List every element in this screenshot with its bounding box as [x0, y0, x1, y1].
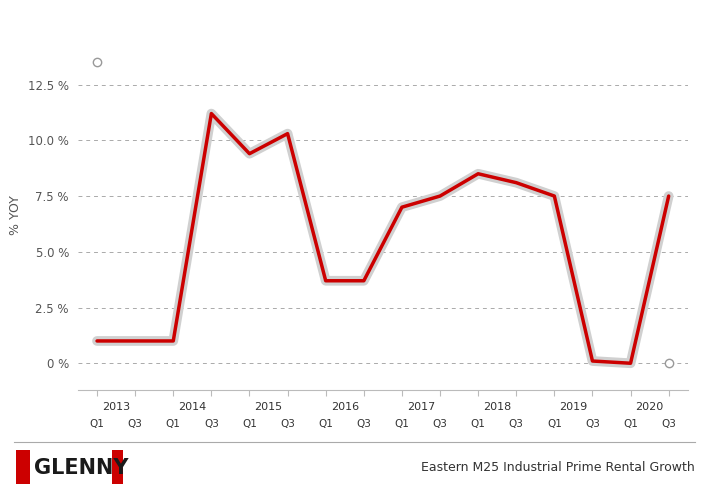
Text: 2015: 2015	[255, 402, 283, 412]
Text: Eastern M25 Industrial Prime Rental Growth: Eastern M25 Industrial Prime Rental Grow…	[421, 461, 695, 474]
Text: Q1: Q1	[547, 419, 562, 429]
Text: 2017: 2017	[407, 402, 435, 412]
Text: 2014: 2014	[178, 402, 206, 412]
Text: Q1: Q1	[623, 419, 638, 429]
Text: GLENNY: GLENNY	[34, 458, 128, 477]
Text: 2013: 2013	[102, 402, 130, 412]
Text: 2018: 2018	[483, 402, 511, 412]
Text: Q3: Q3	[128, 419, 143, 429]
Text: Q1: Q1	[166, 419, 181, 429]
Text: Q1: Q1	[394, 419, 409, 429]
Text: 2020: 2020	[635, 402, 664, 412]
Text: Q1: Q1	[242, 419, 257, 429]
Bar	[16, 450, 30, 484]
Text: Q3: Q3	[204, 419, 219, 429]
Text: Q1: Q1	[89, 419, 104, 429]
Text: Q3: Q3	[509, 419, 524, 429]
Text: Q3: Q3	[357, 419, 372, 429]
Text: 2019: 2019	[559, 402, 588, 412]
Text: Q3: Q3	[432, 419, 447, 429]
Bar	[112, 450, 123, 484]
Text: Q1: Q1	[471, 419, 486, 429]
Text: Q3: Q3	[280, 419, 295, 429]
Text: Q3: Q3	[585, 419, 600, 429]
Text: 2016: 2016	[330, 402, 359, 412]
Text: Q3: Q3	[661, 419, 676, 429]
Y-axis label: % YOY: % YOY	[9, 195, 23, 235]
Text: Q1: Q1	[318, 419, 333, 429]
